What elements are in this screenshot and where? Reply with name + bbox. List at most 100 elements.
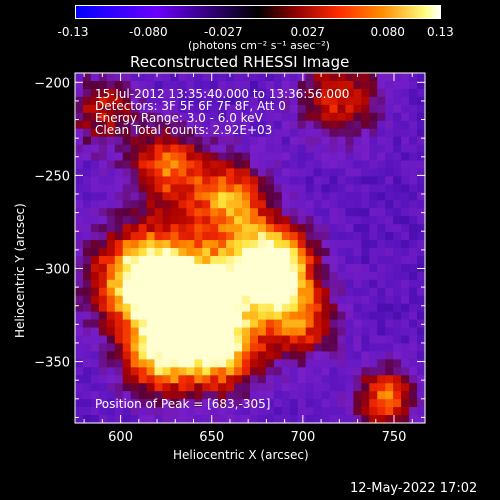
heatmap-cell: [226, 271, 235, 281]
heatmap-cell: [210, 144, 219, 154]
heatmap-cell: [281, 255, 291, 265]
heatmap-cell: [138, 311, 148, 321]
heatmap-cell: [218, 303, 227, 313]
heatmap-cell: [337, 104, 347, 114]
heatmap-cell: [377, 279, 386, 289]
heatmap-cell: [321, 120, 331, 130]
heatmap-cell: [218, 160, 227, 170]
heatmap-cell: [226, 152, 235, 162]
heatmap-cell: [194, 184, 203, 193]
heatmap-cell: [202, 168, 211, 178]
heatmap-cell: [202, 271, 211, 281]
heatmap-cell: [369, 200, 378, 209]
heatmap-cell: [242, 327, 251, 337]
heatmap-cell: [242, 399, 251, 408]
heatmap-cell: [98, 208, 108, 217]
heatmap-cell: [226, 96, 235, 106]
heatmap-cell: [210, 80, 219, 90]
heatmap-cell: [329, 208, 339, 217]
heatmap-cell: [82, 351, 92, 360]
heatmap-cell: [250, 192, 259, 201]
heatmap-cell: [385, 160, 394, 170]
heatmap-cell: [305, 184, 315, 193]
heatmap-cell: [242, 232, 251, 241]
heatmap-cell: [186, 208, 195, 217]
heatmap-cell: [178, 399, 187, 408]
heatmap-cell: [305, 112, 315, 122]
heatmap-cell: [409, 263, 418, 273]
heatmap-cell: [218, 287, 227, 297]
heatmap-cell: [234, 295, 243, 305]
heatmap-cell: [234, 399, 243, 408]
heatmap-cell: [242, 144, 251, 154]
heatmap-cell: [385, 232, 394, 241]
heatmap-cell: [210, 303, 219, 313]
heatmap-cell: [417, 136, 426, 146]
heatmap-cell: [242, 407, 251, 416]
heatmap-cell: [361, 112, 370, 122]
heatmap-cell: [297, 168, 307, 178]
heatmap-cell: [337, 399, 347, 408]
heatmap-cell: [361, 73, 370, 82]
heatmap-cell: [130, 160, 140, 170]
heatmap-cell: [265, 112, 275, 122]
heatmap-cell: [138, 255, 148, 265]
heatmap-cell: [226, 120, 235, 130]
heatmap-cell: [289, 375, 299, 384]
heatmap-cell: [377, 248, 386, 257]
heatmap-cell: [289, 128, 299, 138]
heatmap-cell: [186, 88, 195, 98]
heatmap-cell: [281, 216, 291, 225]
heatmap-cell: [369, 327, 378, 337]
heatmap-cell: [186, 136, 195, 146]
heatmap-cell: [226, 80, 235, 90]
heatmap-cell: [393, 295, 402, 305]
heatmap-cell: [385, 144, 394, 154]
heatmap-cell: [417, 240, 426, 249]
heatmap-cell: [234, 208, 243, 217]
heatmap-cell: [194, 255, 203, 265]
heatmap-cell: [122, 208, 132, 217]
heatmap-cell: [289, 136, 299, 146]
heatmap-cell: [75, 240, 84, 249]
heatmap-cell: [385, 343, 394, 353]
heatmap-cell: [281, 152, 291, 162]
heatmap-cell: [393, 73, 402, 82]
heatmap-cell: [194, 248, 203, 257]
heatmap-cell: [321, 263, 331, 273]
heatmap-cell: [345, 335, 355, 345]
heatmap-cell: [297, 224, 307, 233]
heatmap-cell: [369, 335, 378, 345]
heatmap-cell: [345, 303, 355, 313]
heatmap-cell: [273, 327, 283, 337]
heatmap-cell: [98, 343, 108, 353]
heatmap-cell: [265, 216, 275, 225]
heatmap-cell: [170, 73, 180, 82]
heatmap-cell: [178, 120, 187, 130]
heatmap-cell: [345, 152, 355, 162]
heatmap-cell: [417, 327, 426, 337]
heatmap-cell: [337, 271, 347, 281]
heatmap-cell: [313, 311, 323, 321]
heatmap-cell: [106, 271, 116, 281]
heatmap-cell: [114, 136, 124, 146]
heatmap-cell: [257, 128, 267, 138]
heatmap-cell: [250, 160, 259, 170]
heatmap-cell: [178, 263, 187, 273]
heatmap-cell: [90, 391, 100, 400]
heatmap-cell: [194, 351, 203, 360]
heatmap-cell: [409, 343, 418, 353]
heatmap-cell: [178, 232, 187, 241]
heatmap-cell: [234, 200, 243, 209]
heatmap-cell: [273, 240, 283, 249]
heatmap-cell: [281, 375, 291, 384]
heatmap-cell: [409, 224, 418, 233]
heatmap-cell: [297, 232, 307, 241]
heatmap-cell: [194, 168, 203, 178]
heatmap-cell: [281, 271, 291, 281]
heatmap-cell: [194, 327, 203, 337]
heatmap-cell: [154, 224, 164, 233]
heatmap-cell: [321, 295, 331, 305]
heatmap-cell: [154, 295, 164, 305]
heatmap-cell: [273, 128, 283, 138]
